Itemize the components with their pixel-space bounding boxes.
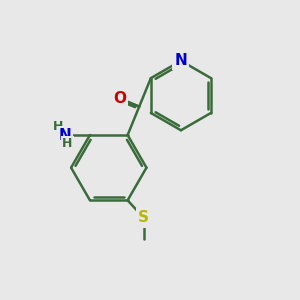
- Text: S: S: [138, 211, 149, 226]
- Text: N: N: [175, 53, 187, 68]
- Text: N: N: [58, 128, 71, 142]
- Text: H: H: [53, 120, 64, 133]
- Text: H: H: [62, 137, 72, 150]
- Text: O: O: [113, 91, 126, 106]
